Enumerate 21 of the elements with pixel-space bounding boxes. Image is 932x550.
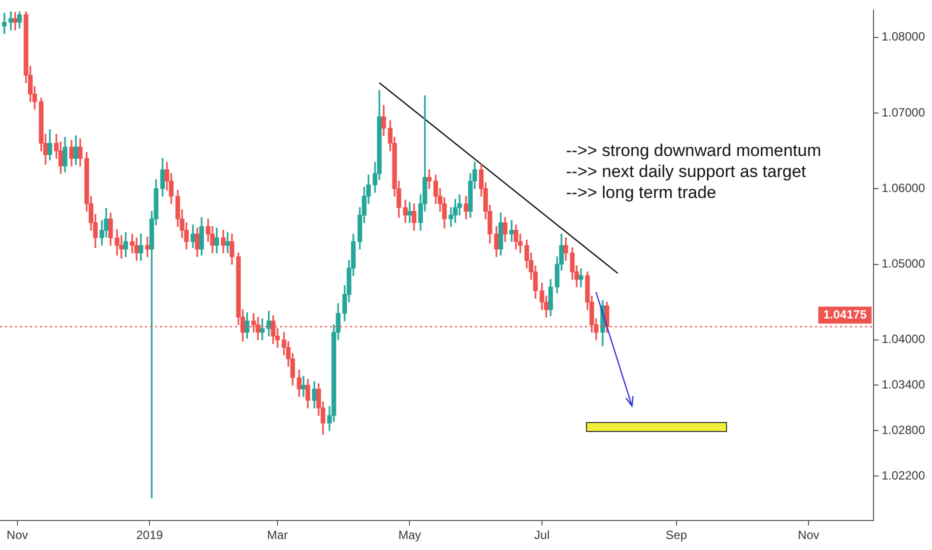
x-tick-label: Sep [666,528,688,542]
candlestick [301,376,306,397]
annotation: -->> strong downward momentum [566,140,822,161]
x-tick-label: May [398,528,422,542]
y-tick-label: 1.02800 [882,422,926,437]
y-tick-label: 1.08000 [882,30,926,44]
x-tick-label: Nov [6,528,28,542]
y-tick-label: 1.03400 [882,378,926,392]
annotation: -->> long term trade [566,182,718,203]
x-tick-label: Jul [534,528,550,542]
x-tick-label: Nov [798,528,820,542]
candlestick [578,268,584,288]
x-tick-label: Mar [267,528,288,542]
annotation: -->> next daily support as target [566,161,808,182]
y-tick-label: 1.06000 [882,180,926,195]
y-tick-label: 1.02200 [882,468,926,482]
ref-line-label: 1.04175 [823,307,867,322]
x-tick-label: 2019 [136,528,164,542]
y-tick-label: 1.07000 [882,105,926,120]
y-tick-label: 1.04000 [882,332,926,346]
y-tick-label: 1.05000 [882,256,926,271]
